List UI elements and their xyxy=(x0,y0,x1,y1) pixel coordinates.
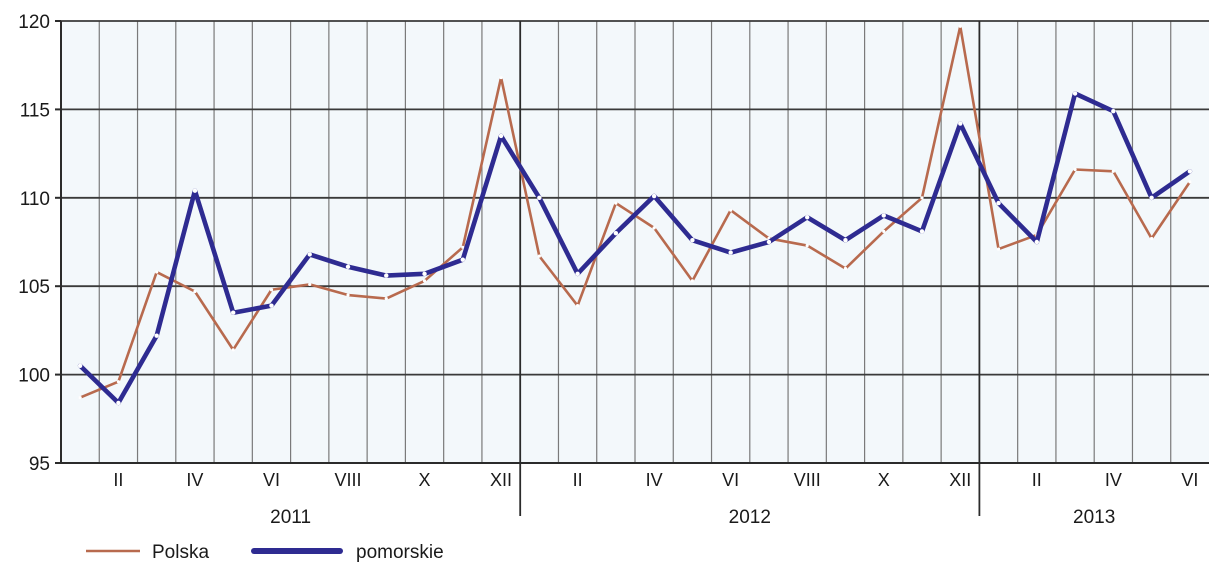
data-point xyxy=(422,279,427,283)
data-point xyxy=(116,400,121,406)
legend-label-pomorskie: pomorskie xyxy=(356,542,444,563)
x-tick-label: VI xyxy=(722,470,739,490)
data-point xyxy=(269,288,274,292)
data-point xyxy=(652,226,656,230)
y-tick-label: 100 xyxy=(18,366,50,387)
data-point xyxy=(498,133,504,139)
data-point xyxy=(461,245,465,249)
y-tick-label: 115 xyxy=(20,100,50,121)
year-label: 2013 xyxy=(1073,507,1115,528)
data-point xyxy=(308,282,312,287)
data-point xyxy=(1188,180,1192,184)
y-tick-label: 110 xyxy=(20,189,50,210)
data-point xyxy=(307,252,312,257)
data-point xyxy=(766,239,772,245)
series-pomorskie xyxy=(77,91,1193,406)
x-tick-label: VIII xyxy=(334,470,361,490)
x-tick-label: VIII xyxy=(794,470,821,490)
x-tick-label: VI xyxy=(1181,470,1198,490)
series-layer xyxy=(77,24,1193,406)
data-point xyxy=(651,193,657,199)
x-tick-labels: II IV VI VIII X XII II IV VI VIII X XII II IV VI xyxy=(113,470,1198,490)
data-point xyxy=(613,230,619,236)
data-point xyxy=(346,293,350,297)
year-labels: 2011 2012 2013 xyxy=(270,507,1115,528)
x-tick-label: IV xyxy=(1105,470,1122,490)
legend: Polska pomorskie xyxy=(86,542,444,563)
data-point xyxy=(537,254,541,258)
y-tick-label: 95 xyxy=(29,454,50,475)
x-tick-label: X xyxy=(419,470,431,490)
data-point xyxy=(1072,91,1078,96)
data-point xyxy=(690,238,695,243)
x-tick-label: XII xyxy=(490,470,512,490)
data-point xyxy=(920,196,924,200)
data-point xyxy=(996,247,1001,251)
data-point xyxy=(728,250,733,255)
data-point xyxy=(919,229,925,234)
data-point xyxy=(154,333,159,338)
data-point xyxy=(805,215,810,220)
year-label: 2011 xyxy=(270,507,311,528)
data-point xyxy=(729,208,733,212)
axes xyxy=(55,20,1209,516)
legend-label-polska: Polska xyxy=(152,542,209,563)
data-point xyxy=(269,303,274,308)
y-tick-label: 120 xyxy=(18,12,50,33)
data-point xyxy=(384,273,389,278)
data-point xyxy=(231,348,235,352)
data-point xyxy=(805,243,809,248)
data-point xyxy=(996,200,1001,206)
data-point xyxy=(193,289,197,294)
data-point xyxy=(499,75,503,80)
data-point xyxy=(537,195,542,200)
data-point xyxy=(231,310,236,315)
data-point xyxy=(1187,169,1193,174)
x-tick-label: IV xyxy=(186,470,203,490)
data-point xyxy=(882,229,886,233)
data-point xyxy=(384,296,388,301)
x-tick-label: IV xyxy=(646,470,663,490)
data-point xyxy=(576,304,580,308)
x-tick-label: X xyxy=(878,470,890,490)
data-point xyxy=(192,188,198,193)
data-point xyxy=(116,380,120,384)
data-point xyxy=(881,213,886,218)
year-label: 2012 xyxy=(729,507,771,528)
data-point xyxy=(78,395,82,400)
data-point xyxy=(1111,108,1116,114)
data-point xyxy=(422,271,427,277)
data-point xyxy=(690,279,695,283)
data-point xyxy=(77,363,83,368)
x-tick-label: II xyxy=(113,470,123,490)
data-point xyxy=(1149,195,1154,200)
data-point xyxy=(1034,239,1040,245)
series-line xyxy=(77,91,1193,406)
data-point xyxy=(1111,169,1115,173)
data-point xyxy=(1073,167,1077,172)
x-tick-label: XII xyxy=(949,470,971,490)
x-tick-label: VI xyxy=(263,470,280,490)
data-point xyxy=(1150,236,1154,241)
data-point xyxy=(460,257,465,262)
data-point xyxy=(575,271,580,277)
x-tick-label: II xyxy=(573,470,583,490)
data-point xyxy=(614,201,618,205)
x-tick-label: II xyxy=(1032,470,1042,490)
data-point xyxy=(345,264,351,269)
data-point xyxy=(843,266,848,271)
data-point xyxy=(843,238,848,243)
y-tick-label: 105 xyxy=(18,277,50,298)
data-point xyxy=(155,270,159,274)
y-tick-labels: 95 100 105 110 115 120 xyxy=(18,12,50,475)
data-point xyxy=(958,121,963,126)
data-point xyxy=(958,24,962,28)
